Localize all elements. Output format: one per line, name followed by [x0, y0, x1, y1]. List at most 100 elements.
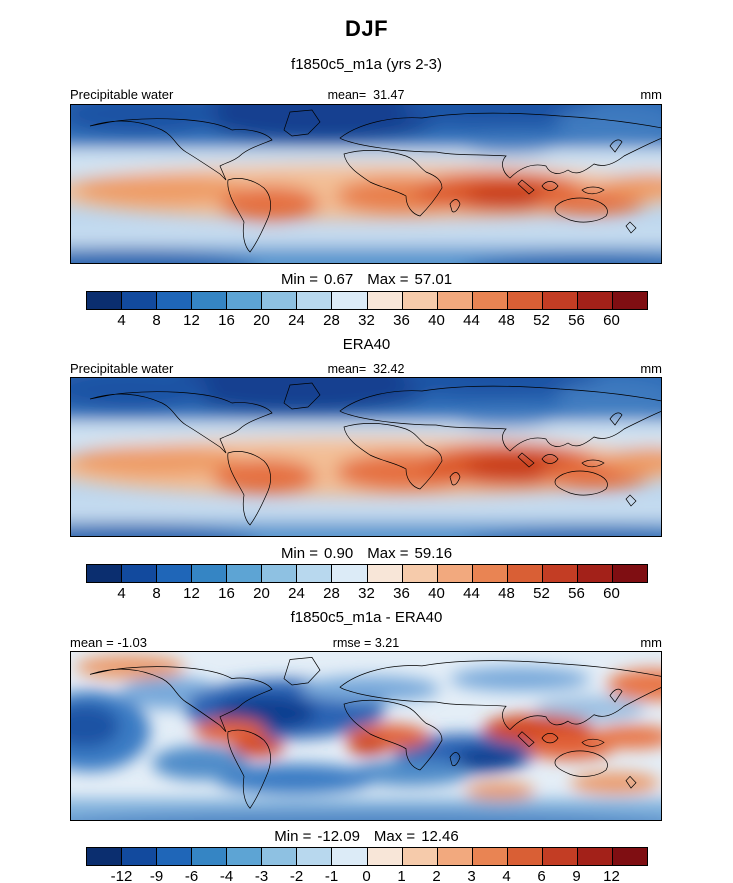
max-label: Max = [367, 271, 409, 288]
min-value: -12.09 [317, 828, 360, 845]
colorbar-tick-label: 9 [572, 868, 581, 883]
colorbar-cell [402, 292, 438, 309]
colorbar-tick-label: 4 [117, 312, 126, 329]
colorbar-tick-label: 36 [393, 312, 410, 329]
colorbar-cell [542, 565, 578, 582]
colorbar-tick-label: 40 [428, 312, 445, 329]
colorbar-tick-label: 52 [533, 312, 550, 329]
field-label: Precipitable water [70, 361, 174, 376]
map-panel2 [0, 347, 720, 569]
panel2-minmax: Min = 0.90 Max = 59.16 [0, 545, 733, 562]
colorbar-cell [227, 565, 263, 582]
colorbar-cell [262, 565, 298, 582]
max-value: 59.16 [414, 545, 453, 562]
colorbar-tick-label: 20 [253, 585, 270, 602]
panel1-minmax: Min = 0.67 Max = 57.01 [0, 271, 733, 288]
colorbar-tick-label: 12 [603, 868, 620, 883]
colorbar-tick-label: 28 [323, 312, 340, 329]
colorbar-cell [472, 292, 508, 309]
colorbar-tick-label: 56 [568, 585, 585, 602]
colorbar-tick-label: 32 [358, 312, 375, 329]
colorbar-cell [612, 848, 647, 865]
colorbar-cells [86, 564, 648, 583]
colorbar-tick-label: -6 [184, 868, 199, 883]
coastlines [89, 109, 663, 253]
max-value: 57.01 [414, 271, 453, 288]
colorbar-cell [612, 565, 647, 582]
colorbar-tick-label: 44 [463, 312, 480, 329]
map-panel3 [30, 651, 700, 843]
colorbar-tick-label: 44 [463, 585, 480, 602]
colorbar-cell [367, 848, 403, 865]
rmse-stat: rmse = 3.21 [333, 636, 399, 650]
panel2-colorbar: 4 8 12 16 20 24 28 32 36 40 44 48 52 56 60 [86, 564, 648, 602]
colorbar-cell [437, 565, 473, 582]
colorbar-tick-label: 12 [183, 312, 200, 329]
mean-value: 31.47 [373, 88, 405, 102]
rmse-label: rmse = [332, 636, 372, 650]
colorbar-tick-label: 36 [393, 585, 410, 602]
colorbar-cell [437, 848, 473, 865]
colorbar-tick-label: 4 [117, 585, 126, 602]
mean-stat: mean= 32.42 [328, 362, 405, 376]
colorbar-cell [402, 565, 438, 582]
colorbar-tick-label: -3 [254, 868, 269, 883]
colorbar-tick-label: 60 [603, 312, 620, 329]
era40-precipitable-water-map [0, 347, 720, 569]
colorbar-cell [402, 848, 438, 865]
colorbar-cell [157, 292, 193, 309]
mean-value: -1.03 [117, 635, 147, 650]
model-precipitable-water-map [0, 74, 720, 294]
colorbar-ticks: -12 -9 -6 -4 -3 -2 -1 0 1 2 3 4 6 9 12 [104, 868, 648, 883]
colorbar-cell [262, 292, 298, 309]
panel3-minmax: Min = -12.09 Max = 12.46 [0, 828, 733, 845]
colorbar-cell [297, 848, 333, 865]
colorbar-cell [157, 848, 193, 865]
colorbar-cell [192, 292, 228, 309]
colorbar-cell [577, 848, 613, 865]
colorbar-tick-label: -9 [149, 868, 164, 883]
colorbar-cell [157, 565, 193, 582]
colorbar-tick-label: 8 [152, 585, 161, 602]
contour-fill-layers [0, 74, 720, 294]
colorbar-cell [297, 565, 333, 582]
colorbar-tick-label: 40 [428, 585, 445, 602]
max-label: Max = [367, 545, 409, 562]
colorbar-cell [122, 292, 158, 309]
units-label: mm [640, 635, 662, 650]
panel1-header: Precipitable water mean= 31.47 mm [70, 86, 662, 102]
colorbar-cell [332, 292, 368, 309]
colorbar-cell [542, 292, 578, 309]
colorbar-cell [332, 565, 368, 582]
contour-fill-layers [0, 347, 720, 569]
mean-label: mean= [327, 88, 367, 102]
mean-stat: mean = -1.03 [70, 635, 147, 650]
colorbar-cell [262, 848, 298, 865]
colorbar-tick-label: 16 [218, 585, 235, 602]
colorbar-cell [367, 565, 403, 582]
colorbar-cell [122, 565, 158, 582]
colorbar-cell [227, 848, 263, 865]
rmse-value: 3.21 [374, 636, 400, 650]
colorbar-tick-label: 8 [152, 312, 161, 329]
obs-section-label: ERA40 [342, 336, 391, 353]
colorbar-tick-label: -1 [324, 868, 339, 883]
min-value: 0.67 [324, 271, 354, 288]
colorbar-tick-label: 12 [183, 585, 200, 602]
colorbar-cell [367, 292, 403, 309]
colorbar-tick-label: 28 [323, 585, 340, 602]
min-value: 0.90 [324, 545, 354, 562]
coastlines [89, 656, 663, 809]
diff-section-label: f1850c5_m1a - ERA40 [290, 609, 443, 626]
colorbar-tick-label: 24 [288, 312, 305, 329]
colorbar-tick-label: 20 [253, 312, 270, 329]
min-label: Min = [280, 545, 319, 562]
map-panel1 [0, 74, 720, 294]
coastlines [89, 382, 663, 526]
colorbar-tick-label: 2 [432, 868, 441, 883]
colorbar-cell [87, 565, 123, 582]
panel3-header: mean = -1.03 rmse = 3.21 mm [70, 634, 662, 650]
panel3-colorbar: -12 -9 -6 -4 -3 -2 -1 0 1 2 3 4 6 9 12 [86, 847, 648, 883]
min-label: Min = [274, 828, 312, 845]
